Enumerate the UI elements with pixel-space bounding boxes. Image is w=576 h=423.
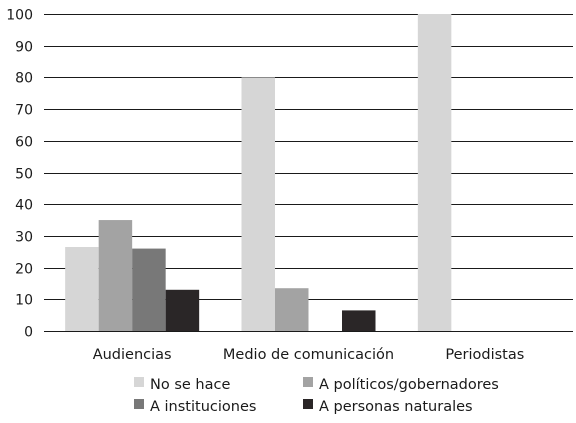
bar xyxy=(65,246,99,331)
bar xyxy=(275,288,309,331)
y-tick-label: 20 xyxy=(15,262,33,278)
y-tick-label: 70 xyxy=(15,103,33,119)
y-tick-label: 80 xyxy=(15,71,33,87)
bar xyxy=(342,310,376,331)
legend-swatch xyxy=(303,399,313,409)
y-tick-label: 100 xyxy=(6,8,33,24)
y-tick-label: 50 xyxy=(15,167,33,183)
legend: No se hace A políticos/gobernadores A inst… xyxy=(134,377,499,415)
y-tick-label: 40 xyxy=(15,198,33,214)
bar xyxy=(165,289,200,331)
bar xyxy=(132,248,166,331)
legend-label: A instituciones xyxy=(150,399,256,415)
y-tick-label: 60 xyxy=(15,135,33,151)
x-category-label: Medio de comunicación xyxy=(223,347,394,363)
legend-swatch xyxy=(134,399,144,409)
x-axis-categories: Audiencias Medio de comunicación Periodist… xyxy=(93,347,525,363)
y-tick-label: 90 xyxy=(15,40,33,56)
x-category-label: Periodistas xyxy=(445,347,524,363)
legend-swatch xyxy=(303,377,313,387)
y-tick-label: 10 xyxy=(15,293,33,309)
bar xyxy=(241,77,275,332)
legend-label: A personas naturales xyxy=(319,399,473,415)
y-tick-label: 0 xyxy=(24,325,33,341)
x-category-label: Audiencias xyxy=(93,347,172,363)
y-axis-ticks: 0 10 20 30 40 50 60 70 80 90 100 xyxy=(6,8,33,341)
y-tick-label: 30 xyxy=(15,230,33,246)
bar xyxy=(98,220,133,331)
legend-swatch xyxy=(134,377,144,387)
legend-label: No se hace xyxy=(150,377,230,393)
bar xyxy=(417,14,452,331)
legend-label: A políticos/gobernadores xyxy=(319,377,499,393)
bars xyxy=(65,14,452,332)
